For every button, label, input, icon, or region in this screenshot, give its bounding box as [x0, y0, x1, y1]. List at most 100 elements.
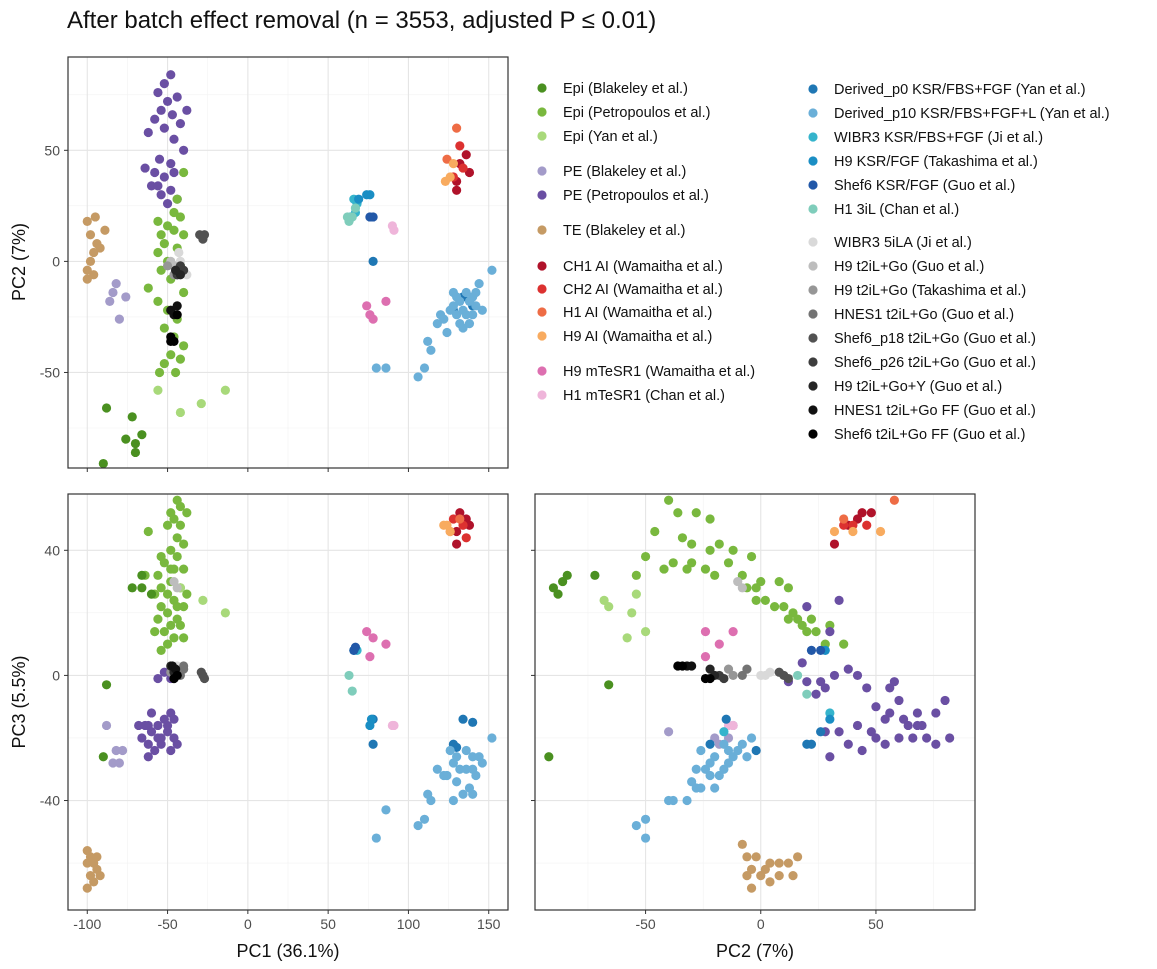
- data-point: [156, 230, 166, 240]
- data-point: [172, 301, 182, 311]
- data-point: [455, 764, 465, 774]
- data-point: [172, 583, 182, 593]
- data-point: [723, 664, 734, 674]
- data-point: [774, 870, 784, 881]
- data-point: [371, 363, 381, 373]
- data-point: [783, 858, 794, 868]
- data-point: [471, 301, 481, 311]
- data-point: [175, 501, 186, 512]
- data-point: [153, 570, 163, 580]
- data-point: [166, 564, 176, 574]
- data-point: [172, 310, 182, 320]
- data-point: [682, 795, 692, 806]
- legend-item: H1 3iL (Chan et al.): [808, 202, 959, 218]
- data-point: [599, 595, 609, 605]
- legend-swatch: [537, 83, 547, 93]
- data-point: [344, 670, 354, 681]
- data-point: [769, 602, 780, 612]
- data-point: [101, 720, 112, 731]
- data-point: [162, 589, 173, 599]
- data-point: [889, 677, 899, 687]
- data-point: [843, 664, 853, 674]
- data-point: [172, 602, 182, 612]
- data-point: [677, 661, 688, 671]
- legend-swatch: [537, 390, 547, 400]
- data-point: [880, 714, 890, 724]
- data-point: [108, 758, 118, 768]
- data-point: [159, 323, 169, 333]
- data-point: [82, 265, 92, 275]
- data-point: [159, 172, 169, 182]
- data-point: [751, 852, 761, 862]
- data-point: [765, 877, 775, 887]
- legend-item: H1 mTeSR1 (Chan et al.): [537, 388, 725, 404]
- x-tick-label: 0: [244, 916, 252, 932]
- data-point: [143, 752, 153, 762]
- data-point: [137, 733, 147, 743]
- data-point: [461, 764, 471, 774]
- data-point: [439, 770, 449, 781]
- data-point: [442, 520, 452, 530]
- data-point: [172, 92, 182, 102]
- data-point: [150, 627, 160, 637]
- grid-pc2-pc3: [535, 494, 975, 910]
- data-point: [82, 845, 92, 856]
- legend-swatch: [808, 180, 818, 190]
- data-point: [440, 176, 450, 187]
- legend-label: WIBR3 5iLA (Ji et al.): [834, 235, 972, 251]
- data-point: [419, 363, 430, 373]
- data-point: [117, 745, 128, 756]
- data-point: [852, 670, 863, 681]
- data-point: [179, 287, 189, 298]
- data-point: [664, 727, 674, 737]
- data-point: [751, 745, 761, 756]
- data-point: [705, 739, 715, 749]
- data-point: [464, 520, 475, 530]
- data-point: [153, 87, 163, 98]
- data-point: [105, 296, 115, 306]
- grid-pc1-pc3: [68, 494, 508, 910]
- data-point: [894, 733, 904, 743]
- data-point: [182, 589, 192, 599]
- data-point: [728, 720, 738, 731]
- data-point: [650, 526, 660, 537]
- data-point: [710, 783, 720, 793]
- data-point: [182, 105, 192, 115]
- data-point: [426, 345, 436, 355]
- data-point: [146, 181, 157, 191]
- legend-item: HNES1 t2iL+Go (Guo et al.): [808, 307, 1014, 323]
- legend-item: H9 t2iL+Go (Guo et al.): [808, 259, 984, 275]
- data-point: [150, 167, 160, 178]
- data-point: [852, 720, 863, 731]
- data-point: [166, 545, 176, 555]
- data-point: [802, 677, 812, 687]
- points-pc2-pc3: [544, 495, 955, 893]
- data-point: [143, 283, 153, 293]
- data-point: [723, 745, 734, 756]
- data-point: [169, 207, 179, 218]
- legend-swatch: [537, 284, 547, 294]
- x-axis-title-pc2: PC2 (7%): [716, 941, 794, 961]
- data-point: [468, 752, 478, 762]
- x-tick-label: -100: [73, 916, 101, 932]
- panel-border-pc2-pc3: [534, 493, 976, 911]
- legend-swatch: [537, 331, 547, 341]
- data-point: [468, 717, 478, 727]
- data-point: [153, 614, 163, 624]
- data-point: [728, 545, 738, 555]
- data-point: [452, 185, 462, 195]
- data-point: [89, 270, 99, 280]
- data-point: [673, 508, 683, 518]
- data-point: [179, 167, 189, 178]
- data-point: [468, 789, 478, 799]
- legend-swatch: [808, 381, 818, 391]
- legend-swatch: [808, 333, 818, 343]
- data-point: [714, 639, 724, 649]
- data-point: [156, 583, 166, 593]
- y-tick-label: -40: [40, 793, 60, 809]
- panel-border-pc1-pc3: [67, 493, 509, 911]
- data-point: [137, 430, 147, 440]
- data-point: [140, 163, 150, 173]
- data-point: [458, 789, 468, 799]
